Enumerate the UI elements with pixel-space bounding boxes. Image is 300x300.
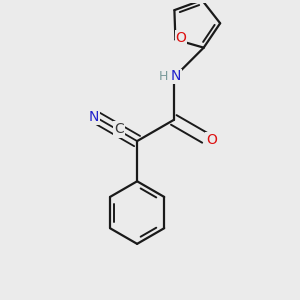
Text: O: O xyxy=(176,31,186,45)
Text: N: N xyxy=(89,110,99,124)
Text: H: H xyxy=(159,70,168,83)
Text: C: C xyxy=(114,122,124,136)
Text: O: O xyxy=(206,133,217,147)
Text: N: N xyxy=(170,70,181,83)
